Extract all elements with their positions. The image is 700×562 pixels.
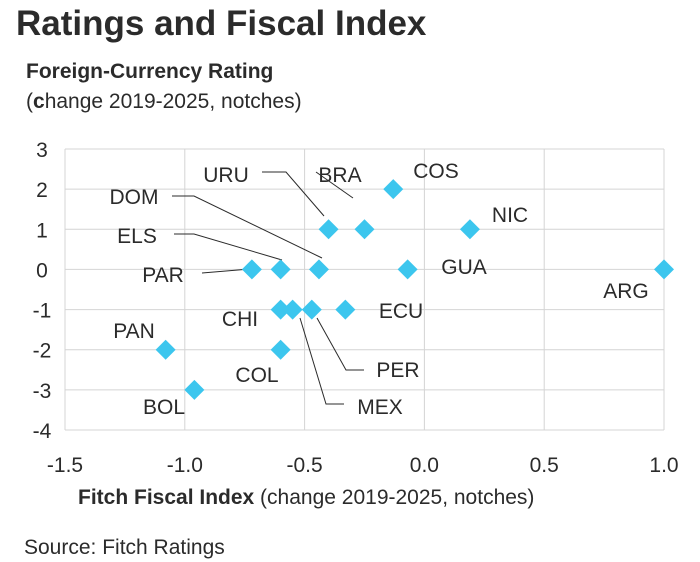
y-tick-label: 0 xyxy=(36,259,48,282)
point-par xyxy=(241,259,262,280)
leader-line-bra xyxy=(315,171,354,199)
point-cos xyxy=(383,179,404,200)
x-tick-label: -1.0 xyxy=(167,454,203,477)
point-label-pan: PAN xyxy=(113,320,155,343)
y-tick-label: -3 xyxy=(33,380,52,403)
y-axis-title: Foreign-Currency Rating xyxy=(26,60,274,83)
point-nic xyxy=(459,219,480,240)
point-label-mex: MEX xyxy=(357,396,403,419)
point-els xyxy=(270,259,291,280)
point-label-dom: DOM xyxy=(110,186,159,209)
point-chi xyxy=(270,299,291,320)
y-tick-label: -2 xyxy=(33,340,52,363)
y-axis-subtitle: (change 2019-2025, notches) xyxy=(26,90,302,113)
point-label-arg: ARG xyxy=(603,280,649,303)
leader-line-uru xyxy=(262,171,325,217)
point-label-par: PAR xyxy=(142,264,184,287)
point-label-chi: CHI xyxy=(222,308,258,331)
leader-line-mex xyxy=(299,317,344,405)
point-arg xyxy=(654,259,674,280)
point-per xyxy=(301,299,322,320)
point-label-gua: GUA xyxy=(441,256,487,279)
point-label-els: ELS xyxy=(117,225,157,248)
point-mex xyxy=(282,299,303,320)
x-tick-label: 0.5 xyxy=(530,454,559,477)
point-label-uru: URU xyxy=(203,164,249,187)
point-label-bra: BRA xyxy=(318,164,361,187)
leader-line-per xyxy=(316,317,364,371)
y-tick-label: 1 xyxy=(36,219,48,242)
y-tick-label: 2 xyxy=(36,179,48,202)
x-tick-label: -0.5 xyxy=(287,454,323,477)
point-label-bol: BOL xyxy=(143,396,185,419)
point-dom xyxy=(308,259,329,280)
point-ecu xyxy=(335,299,356,320)
x-tick-label: -1.5 xyxy=(47,454,83,477)
point-bol xyxy=(184,379,205,400)
point-label-per: PER xyxy=(376,359,419,382)
point-label-nic: NIC xyxy=(492,204,528,227)
leader-line-par xyxy=(201,268,251,274)
y-tick-label: -1 xyxy=(33,300,52,323)
y-tick-label: -4 xyxy=(33,420,52,443)
point-gua xyxy=(397,259,418,280)
x-tick-label: 0.0 xyxy=(410,454,439,477)
point-col xyxy=(270,339,291,360)
point-label-ecu: ECU xyxy=(379,300,423,323)
point-label-cos: COS xyxy=(413,160,459,183)
leader-line-els xyxy=(174,233,283,261)
chart-title: Ratings and Fiscal Index xyxy=(16,4,427,43)
leader-line-dom xyxy=(172,195,323,259)
point-label-col: COL xyxy=(235,364,278,387)
y-tick-label: 3 xyxy=(36,139,48,162)
x-tick-label: 1.0 xyxy=(649,454,678,477)
x-axis-title: Fitch Fiscal Index (change 2019-2025, no… xyxy=(78,486,535,509)
point-bra xyxy=(354,219,375,240)
point-uru xyxy=(318,219,339,240)
source-note: Source: Fitch Ratings xyxy=(24,536,225,559)
point-pan xyxy=(155,339,176,360)
